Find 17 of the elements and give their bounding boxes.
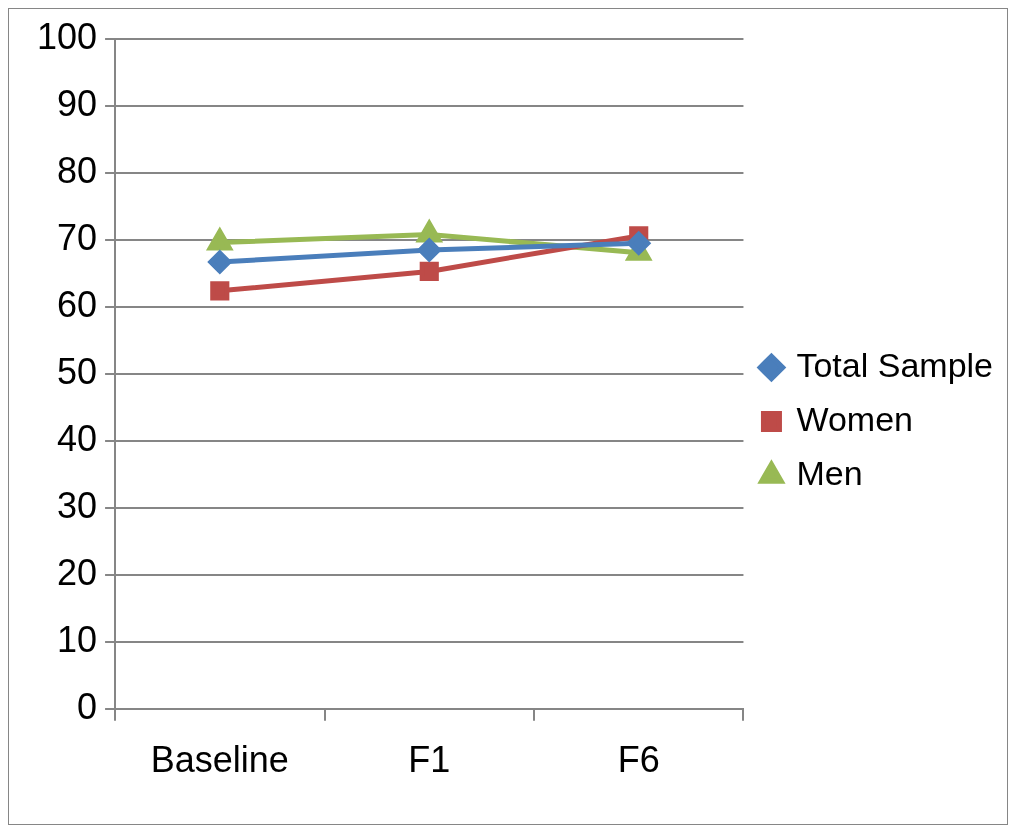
y-tick-label: 10 [57,618,98,660]
x-tick-label: F6 [617,739,660,781]
y-tick-label: 20 [57,551,98,593]
y-tick-label: 90 [57,82,98,124]
y-tick-label: 40 [57,417,98,459]
y-tick-label: 70 [57,216,98,258]
legend-label: Men [796,453,863,492]
legend-label: Total Sample [796,345,993,384]
x-tick-label: Baseline [150,739,289,781]
y-tick-label: 30 [57,484,98,526]
y-tick-label: 0 [77,685,98,727]
y-tick-label: 50 [57,350,98,392]
y-tick-label: 60 [57,283,98,325]
x-tick-label: F1 [408,739,451,781]
y-tick-label: 80 [57,149,98,191]
legend-label: Women [796,399,913,438]
y-tick-label: 100 [36,15,98,57]
